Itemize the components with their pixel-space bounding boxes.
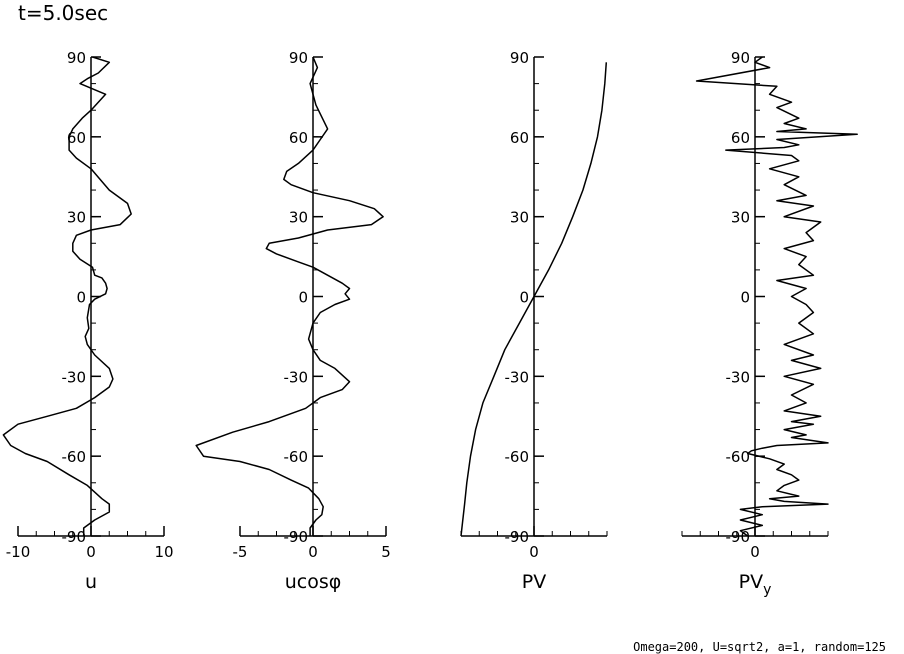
series-line-u (2, 56, 132, 536)
xlabel-pvy: PVy (739, 571, 772, 598)
x-tick-label-ucos: -5 (233, 543, 248, 561)
y-tick-label-pvy: -60 (726, 448, 751, 466)
x-tick-label-ucos: 5 (381, 543, 391, 561)
y-tick-label-u: 0 (76, 289, 86, 307)
x-tick-label-u: -10 (6, 543, 31, 561)
xlabel-pvy-main: PV (739, 571, 763, 593)
y-tick-label-pvy: 0 (740, 289, 750, 307)
y-tick-label-ucos: -90 (284, 528, 309, 546)
x-tick-label-u: 10 (154, 543, 173, 561)
y-tick-label-ucos: -30 (284, 368, 309, 386)
y-tick-label-ucos: 30 (289, 209, 308, 227)
y-tick-label-u: 30 (67, 209, 86, 227)
y-tick-label-pvy: 60 (731, 129, 750, 147)
y-tick-label-pv: -30 (505, 368, 530, 386)
xlabel-u: u (85, 571, 97, 593)
y-tick-label-pv: 60 (510, 129, 529, 147)
y-tick-label-pvy: 30 (731, 209, 750, 227)
x-tick-label-pv: 0 (529, 543, 539, 561)
panel-ucos: ucosφ -5 0 5 -90 -60 -30 0 30 60 90 (195, 49, 391, 593)
y-tick-label-u: -90 (62, 528, 87, 546)
series-line-ucos (195, 56, 384, 536)
series-line-pvy (695, 56, 858, 537)
series-line-pv (460, 62, 608, 537)
footer-params: Omega=200, U=sqrt2, a=1, random=125 (633, 640, 886, 654)
figure-title: t=5.0sec (18, 1, 108, 25)
y-tick-label-pvy: -30 (726, 368, 751, 386)
xlabel-pv: PV (522, 571, 546, 593)
y-tick-label-pv: -60 (505, 448, 530, 466)
xlabel-ucos: ucosφ (285, 571, 342, 593)
x-tick-label-pvy: 0 (750, 543, 760, 561)
y-tick-label-ucos: 90 (289, 49, 308, 67)
y-tick-label-pv: 90 (510, 49, 529, 67)
y-tick-label-u: 60 (67, 129, 86, 147)
x-tick-label-ucos: 0 (308, 543, 318, 561)
y-tick-label-pvy: -90 (726, 528, 751, 546)
y-tick-label-pv: -90 (505, 528, 530, 546)
y-tick-label-pv: 30 (510, 209, 529, 227)
y-tick-label-ucos: 0 (298, 289, 308, 307)
y-tick-label-ucos: 60 (289, 129, 308, 147)
x-tick-label-u: 0 (86, 543, 96, 561)
y-tick-label-u: -60 (62, 448, 87, 466)
y-tick-label-pv: 0 (519, 289, 529, 307)
y-tick-label-u: -30 (62, 368, 87, 386)
y-tick-label-u: 90 (67, 49, 86, 67)
panel-u: u -10 0 10 -90 -60 -30 0 30 60 90 (2, 49, 174, 593)
xlabel-pvy-sub: y (763, 582, 771, 598)
y-tick-label-ucos: -60 (284, 448, 309, 466)
y-tick-label-pvy: 90 (731, 49, 750, 67)
